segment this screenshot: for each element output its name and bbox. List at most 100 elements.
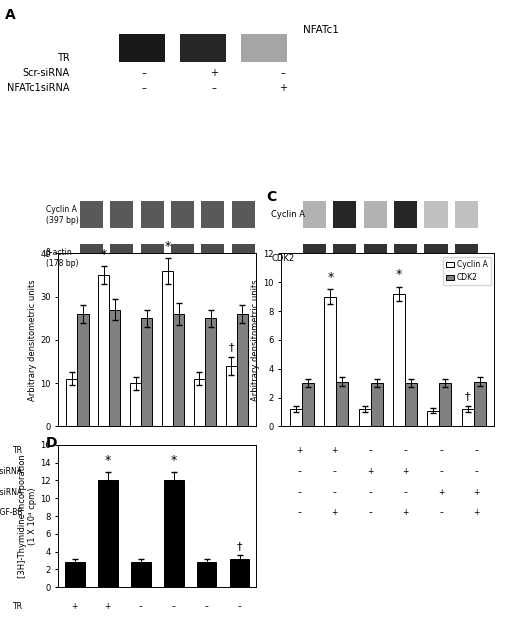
Text: –: – [172, 603, 175, 611]
Text: NFATc1 siRNA: NFATc1 siRNA [0, 488, 23, 497]
Bar [171, 244, 194, 272]
Text: –: – [475, 467, 479, 476]
Text: Scr-siRNA: Scr-siRNA [206, 467, 243, 476]
Text: C: C [266, 190, 276, 204]
Text: NFATc1siRNA: NFATc1siRNA [7, 83, 69, 93]
Text: +: + [203, 488, 210, 497]
Text: +: + [403, 509, 409, 517]
Bar [474, 382, 486, 426]
Bar [119, 34, 165, 62]
Text: TR: TR [13, 446, 23, 455]
Text: –: – [333, 488, 337, 497]
Text: +: + [71, 446, 78, 455]
Text: *: * [104, 454, 111, 467]
Bar [455, 201, 478, 228]
Text: +: + [71, 603, 78, 611]
Text: +: + [279, 83, 287, 93]
Bar [424, 201, 448, 228]
Text: Scr-siRNA: Scr-siRNA [0, 467, 23, 476]
Text: Cyclin A: Cyclin A [271, 210, 305, 219]
Text: –: – [297, 488, 301, 497]
Text: –: – [281, 53, 286, 63]
Bar [130, 383, 141, 426]
Bar [197, 562, 216, 587]
Text: –: – [333, 467, 337, 476]
Bar [205, 318, 216, 426]
Text: NFATc1: NFATc1 [303, 25, 339, 35]
Text: –: – [211, 53, 216, 63]
Text: –: – [139, 509, 142, 517]
Text: –: – [368, 488, 372, 497]
Text: NFATc1 siRNA: NFATc1 siRNA [192, 488, 243, 497]
Text: +: + [236, 509, 243, 517]
Text: A: A [5, 8, 16, 22]
Text: +: + [104, 509, 111, 517]
Bar [65, 562, 85, 587]
Text: Cyclin A
(397 bp): Cyclin A (397 bp) [46, 205, 79, 225]
Text: β-actin
(178 bp): β-actin (178 bp) [46, 248, 78, 268]
Text: +: + [296, 446, 302, 455]
Bar [405, 383, 417, 426]
Text: –: – [205, 603, 208, 611]
Text: +: + [104, 446, 111, 455]
Text: +: + [367, 467, 373, 476]
Text: –: – [172, 446, 175, 455]
Y-axis label: Arbitrary densitometric units: Arbitrary densitometric units [28, 279, 37, 400]
Bar [232, 244, 255, 272]
Bar [440, 383, 451, 426]
Text: –: – [205, 446, 208, 455]
Bar [230, 559, 249, 587]
Bar [462, 409, 474, 426]
Text: *: * [100, 248, 107, 261]
Text: PDGF-BB: PDGF-BB [209, 509, 243, 517]
Bar [333, 201, 356, 228]
Text: TR: TR [57, 53, 69, 63]
Text: +: + [170, 467, 177, 476]
Bar [171, 201, 194, 228]
Text: +: + [332, 509, 338, 517]
Text: CDK2: CDK2 [271, 253, 295, 263]
Bar [333, 244, 356, 272]
Bar [98, 481, 118, 587]
Text: –: – [439, 446, 443, 455]
Text: *: * [396, 268, 402, 281]
Bar [98, 275, 110, 426]
Bar [201, 201, 225, 228]
Bar [302, 383, 314, 426]
Text: –: – [439, 509, 443, 517]
Bar [78, 314, 89, 426]
Bar [424, 244, 448, 272]
Bar [324, 297, 336, 426]
Bar [194, 379, 205, 426]
Bar [358, 409, 371, 426]
Bar [237, 314, 248, 426]
Text: –: – [368, 446, 372, 455]
Text: –: – [404, 488, 408, 497]
Text: †: † [229, 342, 234, 352]
Text: +: + [403, 467, 409, 476]
Bar [80, 244, 103, 272]
Text: +: + [170, 509, 177, 517]
Text: +: + [104, 603, 111, 611]
Text: D: D [46, 436, 57, 450]
Text: +: + [474, 488, 480, 497]
Text: +: + [140, 53, 148, 63]
Text: –: – [139, 603, 142, 611]
Bar [141, 318, 153, 426]
Text: –: – [106, 467, 110, 476]
Text: †: † [237, 541, 242, 551]
Text: +: + [438, 488, 444, 497]
Bar [455, 244, 478, 272]
Text: –: – [238, 446, 241, 455]
Text: –: – [73, 488, 77, 497]
Bar [303, 201, 326, 228]
Bar [240, 34, 287, 62]
Text: –: – [238, 603, 241, 611]
Bar [179, 34, 226, 62]
Bar [364, 244, 387, 272]
Bar [164, 481, 184, 587]
Text: +: + [236, 488, 243, 497]
Text: –: – [297, 509, 301, 517]
Text: PDGF-BB: PDGF-BB [0, 509, 23, 517]
Bar [226, 366, 237, 426]
